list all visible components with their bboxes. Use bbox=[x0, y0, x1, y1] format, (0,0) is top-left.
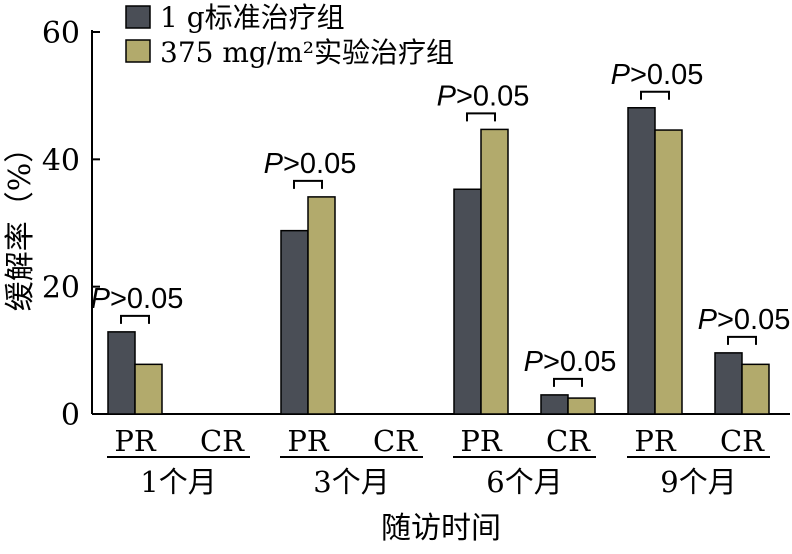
legend-label-series-1: 1 g标准治疗组 bbox=[160, 1, 345, 34]
bar-series2-1个月-PR bbox=[134, 363, 163, 415]
significance-label-1: P>0.05 bbox=[264, 148, 357, 180]
bar-series2-9个月-PR bbox=[654, 129, 683, 415]
y-axis-label: 缓解率（%） bbox=[3, 133, 38, 312]
bar-series1-3个月-PR bbox=[280, 229, 309, 415]
bar-series1-1个月-PR bbox=[107, 331, 136, 415]
bar-series2-9个月-CR bbox=[741, 363, 770, 415]
x-subcategory-label-2: PR bbox=[287, 424, 330, 458]
significance-bracket-0 bbox=[120, 314, 150, 324]
x-group-label-2: 6个月 bbox=[486, 465, 562, 499]
bar-series1-9个月-PR bbox=[627, 107, 656, 415]
bar-series2-3个月-PR bbox=[307, 196, 336, 415]
bar-series2-6个月-CR bbox=[567, 397, 596, 415]
x-group-label-1: 3个月 bbox=[313, 465, 389, 499]
bar-series2-6个月-PR bbox=[480, 128, 509, 415]
legend-swatch-series-2 bbox=[125, 39, 151, 63]
x-subcategory-label-3: CR bbox=[373, 424, 418, 458]
legend-label-series-2: 375 mg/m²实验治疗组 bbox=[160, 36, 454, 69]
x-subcategory-label-4: PR bbox=[460, 424, 503, 458]
y-tick-label-1: 20 bbox=[42, 271, 80, 306]
x-subcategory-label-6: PR bbox=[634, 424, 677, 458]
significance-bracket-4 bbox=[640, 90, 670, 100]
significance-bracket-1 bbox=[293, 179, 323, 189]
bar-series1-9个月-CR bbox=[714, 352, 743, 415]
legend: 1 g标准治疗组 375 mg/m²实验治疗组 bbox=[125, 1, 454, 69]
significance-label-4: P>0.05 bbox=[611, 59, 704, 91]
legend-swatch-series-1 bbox=[125, 5, 151, 29]
y-tick-label-3: 60 bbox=[42, 16, 80, 51]
y-tick-label-0: 0 bbox=[61, 398, 80, 433]
x-subcategory-label-1: CR bbox=[200, 424, 245, 458]
bar-series1-6个月-PR bbox=[453, 188, 482, 415]
significance-label-5: P>0.05 bbox=[698, 304, 791, 336]
x-group-label-3: 9个月 bbox=[660, 465, 736, 499]
significance-bracket-5 bbox=[727, 335, 757, 345]
x-subcategory-label-7: CR bbox=[720, 424, 765, 458]
x-subcategory-label-5: CR bbox=[546, 424, 591, 458]
y-tick-label-2: 40 bbox=[42, 143, 80, 178]
significance-bracket-2 bbox=[466, 112, 496, 122]
x-group-label-0: 1个月 bbox=[140, 465, 216, 499]
bar-series1-6个月-CR bbox=[540, 394, 569, 415]
significance-label-0: P>0.05 bbox=[91, 283, 184, 315]
significance-bracket-3 bbox=[553, 377, 583, 387]
significance-label-2: P>0.05 bbox=[437, 80, 530, 112]
significance-label-3: P>0.05 bbox=[524, 346, 617, 378]
x-axis-label: 随访时间 bbox=[381, 511, 501, 546]
x-subcategory-label-0: PR bbox=[114, 424, 157, 458]
